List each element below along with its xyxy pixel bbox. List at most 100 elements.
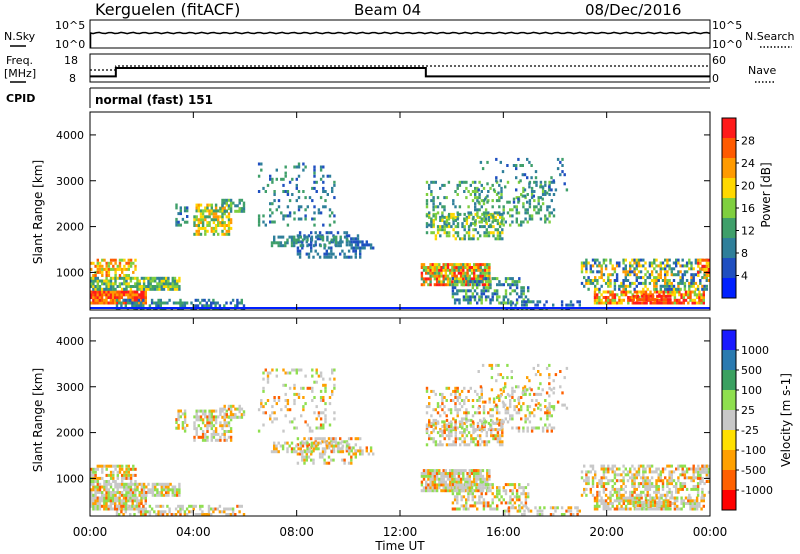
echo-cell: [476, 292, 479, 296]
echo-cell: [480, 298, 483, 302]
echo-cell: [208, 421, 211, 425]
echo-cell: [541, 429, 545, 433]
echo-cell: [465, 295, 468, 299]
echo-cell: [471, 199, 475, 203]
echo-cell: [201, 215, 205, 219]
echo-cell: [288, 211, 292, 215]
echo-cell: [451, 263, 454, 267]
echo-cell: [476, 211, 479, 215]
echo-cell: [434, 215, 438, 219]
echo-cell: [598, 296, 601, 299]
echo-cell: [515, 301, 519, 305]
echo-cell: [451, 507, 455, 511]
echo-cell: [159, 504, 162, 508]
echo-cell: [242, 513, 246, 516]
echo-cell: [270, 450, 274, 454]
echo-cell: [700, 507, 703, 511]
echo-cell: [615, 473, 619, 477]
echo-cell: [484, 286, 488, 290]
echo-cell: [656, 507, 659, 511]
echo-cell: [528, 386, 532, 390]
echo-cell: [295, 186, 298, 190]
echo-cell: [611, 298, 614, 302]
echo-cell: [132, 473, 135, 477]
echo-cell: [682, 502, 685, 505]
echo-cell: [441, 219, 444, 222]
echo-cell: [548, 402, 551, 406]
echo-cell: [515, 492, 519, 496]
echo-cell: [481, 477, 485, 481]
echo-cell: [462, 277, 465, 281]
echo-cell: [229, 413, 233, 417]
echo-cell: [313, 205, 316, 209]
echo-cell: [476, 428, 480, 432]
echo-cell: [430, 217, 433, 221]
echo-cell: [535, 183, 538, 187]
echo-cell: [453, 480, 456, 484]
echo-cell: [273, 411, 276, 415]
nave-label: Nave: [748, 64, 776, 77]
echo-cell: [133, 304, 136, 308]
echo-cell: [624, 276, 627, 280]
echo-cell: [646, 276, 649, 280]
echo-cell: [482, 504, 486, 508]
echo-cell: [324, 408, 327, 412]
echo-cell: [328, 423, 332, 427]
echo-cell: [500, 501, 503, 505]
echo-cell: [455, 266, 458, 269]
echo-cell: [530, 399, 534, 402]
echo-cell: [139, 510, 143, 514]
echo-cell: [596, 499, 599, 503]
echo-cell: [333, 180, 336, 184]
echo-cell: [231, 510, 235, 514]
echo-cell: [510, 370, 513, 373]
echo-cell: [684, 298, 688, 302]
echo-cell: [479, 483, 482, 487]
echo-cell: [467, 492, 470, 496]
echo-cell: [458, 507, 461, 511]
echo-cell: [173, 282, 177, 286]
echo-cell: [622, 479, 625, 483]
echo-cell: [282, 177, 285, 181]
echo-cell: [336, 231, 340, 235]
echo-cell: [116, 267, 119, 271]
echo-cell: [535, 180, 538, 184]
echo-cell: [212, 415, 216, 419]
echo-cell: [656, 290, 659, 294]
echo-cell: [517, 200, 520, 204]
echo-cell: [443, 205, 446, 209]
echo-cell: [613, 281, 617, 285]
echo-cell: [183, 412, 187, 416]
echo-cell: [157, 301, 160, 305]
echo-cell: [541, 197, 544, 201]
echo-cell: [144, 293, 147, 297]
echo-cell: [297, 392, 301, 396]
echo-cell: [698, 301, 701, 305]
echo-cell: [511, 492, 514, 496]
echo-cell: [201, 218, 205, 222]
echo-cell: [453, 274, 456, 278]
echo-cell: [96, 282, 99, 286]
y-tick-label: 3000: [56, 175, 84, 188]
echo-cell: [482, 405, 486, 409]
echo-cell: [308, 386, 312, 390]
echo-cell: [490, 231, 493, 235]
echo-cell: [463, 225, 466, 229]
echo-cell: [502, 498, 505, 502]
echo-cell: [109, 290, 113, 294]
echo-cell: [469, 492, 472, 496]
echo-cell: [129, 261, 133, 265]
echo-cell: [460, 504, 463, 508]
echo-cell: [653, 290, 657, 294]
echo-cell: [354, 252, 357, 256]
echo-cell: [545, 391, 549, 395]
echo-cell: [509, 208, 512, 212]
echo-cell: [695, 301, 699, 305]
echo-cell: [655, 479, 658, 483]
echo-cell: [494, 434, 497, 438]
echo-cell: [454, 215, 457, 219]
echo-cell: [155, 304, 158, 308]
echo-cell: [466, 480, 469, 484]
echo-cell: [681, 258, 684, 262]
echo-cell: [90, 285, 93, 288]
